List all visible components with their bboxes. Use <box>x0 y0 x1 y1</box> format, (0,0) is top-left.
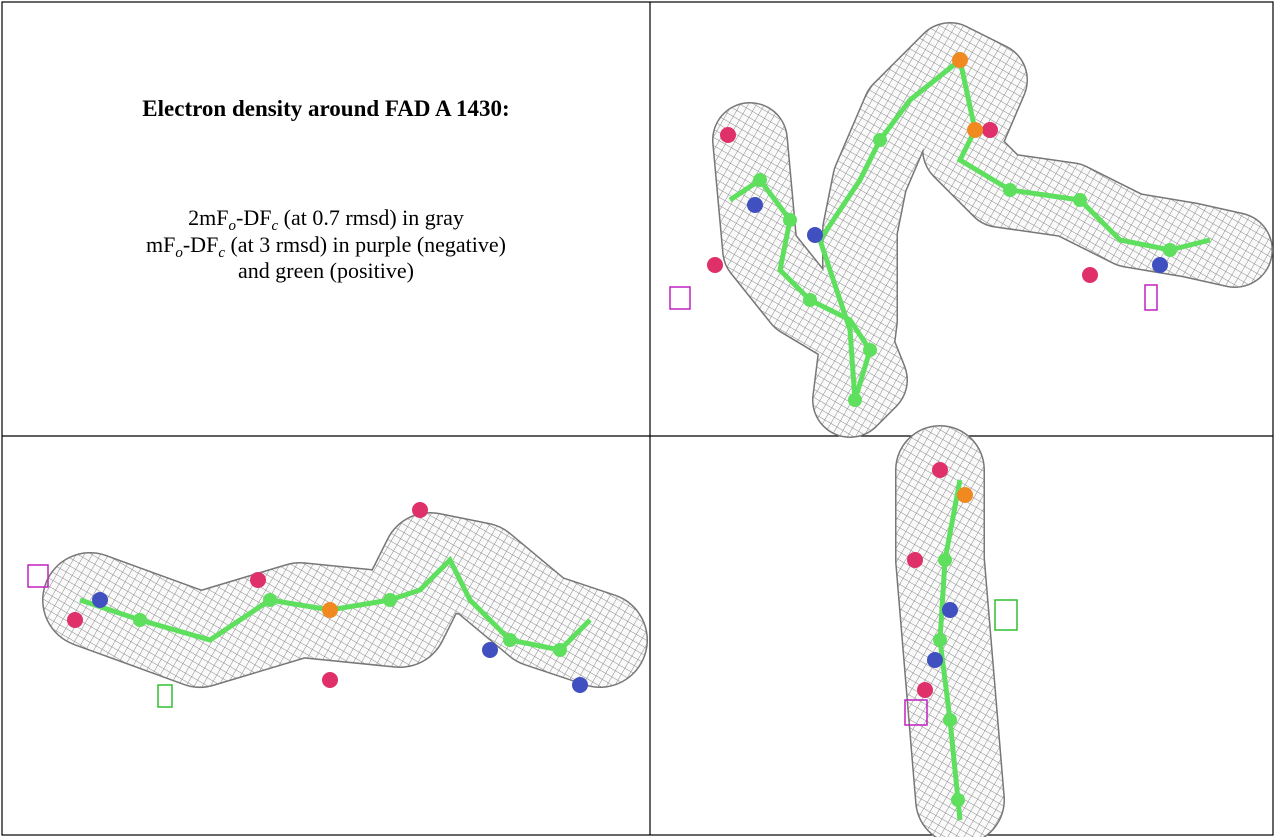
caption-part: o <box>229 218 237 234</box>
caption-part: -DF <box>236 205 271 230</box>
caption-part: 2mF <box>188 205 228 230</box>
caption-part: o <box>175 245 183 261</box>
caption: Electron density around FAD A 1430: 2mFo… <box>142 96 509 283</box>
caption-line: 2mFo-DFc (at 0.7 rmsd) in gray <box>188 205 464 234</box>
caption-part: (at 3 rmsd) in purple (negative) <box>225 232 506 257</box>
caption-title: Electron density around FAD A 1430: <box>142 96 509 121</box>
caption-part: (at 0.7 rmsd) in gray <box>278 205 464 230</box>
caption-line: and green (positive) <box>238 258 414 283</box>
caption-part: mF <box>146 232 175 257</box>
caption-part: c <box>271 218 278 234</box>
caption-line: mFo-DFc (at 3 rmsd) in purple (negative) <box>146 232 506 261</box>
caption-part: and green (positive) <box>238 258 414 283</box>
density-view-right <box>895 425 1018 837</box>
density-view-top <box>669 22 1273 438</box>
caption-part: c <box>218 245 225 261</box>
density-view-left <box>27 502 648 708</box>
caption-part: -DF <box>183 232 218 257</box>
